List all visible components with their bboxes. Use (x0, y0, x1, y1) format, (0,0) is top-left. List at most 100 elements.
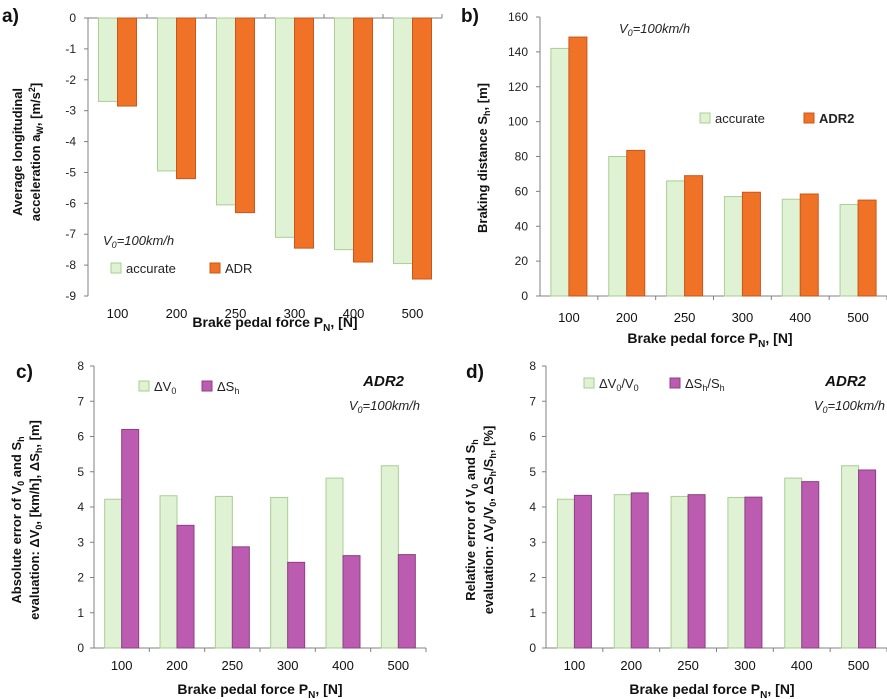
panel-c-title: ADR2 (362, 373, 404, 390)
y-tick-label: 7 (77, 394, 84, 408)
legend-label-adr2: ADR2 (819, 111, 854, 126)
x-tick-label: 400 (332, 658, 354, 673)
bar-series1-300 (727, 496, 746, 649)
panel-d-x-axis-label: Brake pedal force PN, [N] (629, 681, 794, 699)
panel-b-x-ticks: 100 200 250 300 400 500 (558, 296, 887, 325)
y-tick-label: 3 (529, 535, 536, 549)
bar-series1-500 (393, 17, 413, 265)
bar-series2-100 (117, 17, 137, 107)
panel-b-y-ticks: 0 20 40 60 80 100 120 140 160 (508, 10, 540, 303)
panel-b-y-axis-label: Braking distance Sh, [m] (475, 83, 492, 233)
x-tick-label: 200 (620, 658, 642, 673)
y-tick-label: 0 (529, 641, 536, 655)
y-tick-label: 4 (529, 500, 536, 514)
legend-label-adr: ADR (225, 261, 252, 276)
y-tick-label: 140 (508, 45, 528, 59)
bar-series1-400 (784, 477, 803, 649)
panel-c-condition-note: V0=100km/h (349, 398, 420, 415)
panel-a-x-ticks: 100 200 250 300 400 500 (107, 14, 443, 321)
panel-d-y-axis-label-line2: evaluation: ΔV0/V0, ΔSh/Sh, [%] (481, 426, 498, 615)
legend-label-accurate: accurate (715, 111, 765, 126)
panel-c-x-axis-label: Brake pedal force PN, [N] (177, 681, 342, 699)
bar-series2-400 (342, 555, 361, 649)
x-tick-label: 400 (789, 310, 811, 325)
bar-series1-100 (104, 498, 123, 649)
y-tick-label: -3 (65, 104, 76, 118)
panel-a: a) 0 -1 -2 -3 -4 -5 -6 -7 -8 -9 100 200 250 300 400 50… (2, 6, 443, 334)
legend-swatch-dv0 (138, 380, 150, 392)
panel-letter-a: a) (2, 6, 19, 27)
y-tick-label: 8 (77, 359, 84, 373)
bar-series2-250 (231, 546, 250, 649)
panel-a-legend: accurate ADR (110, 261, 252, 276)
bar-series2-200 (176, 17, 196, 180)
bar-series1-500 (841, 465, 860, 649)
bar-series2-100 (568, 36, 588, 297)
y-tick-label: 6 (77, 430, 84, 444)
legend-label-accurate: accurate (126, 261, 176, 276)
panel-letter-c: c) (16, 362, 33, 383)
bar-series1-250 (214, 495, 233, 649)
legend-swatch-accurate (110, 262, 122, 274)
panel-b-legend: accurate ADR2 (699, 111, 854, 126)
bar-series1-500 (839, 203, 859, 297)
bar-series1-100 (556, 498, 575, 649)
panel-d-x-ticks: 100 200 250 300 400 500 (564, 648, 887, 673)
y-tick-label: 2 (77, 571, 84, 585)
y-tick-label: 160 (508, 10, 528, 24)
y-tick-label: 1 (529, 606, 536, 620)
bar-series2-300 (294, 17, 314, 249)
x-tick-label: 500 (402, 306, 424, 321)
y-tick-label: 5 (529, 465, 536, 479)
panel-a-y-axis-label-line2: acceleration aW, [m/s2] (27, 83, 45, 222)
legend-swatch-dv0-v0 (583, 377, 595, 389)
bar-series2-100 (573, 494, 592, 649)
bar-series1-200 (159, 495, 178, 649)
x-tick-label: 100 (564, 658, 586, 673)
bar-series2-200 (630, 492, 649, 649)
bar-series2-300 (744, 496, 763, 649)
x-tick-label: 400 (791, 658, 813, 673)
panel-c-legend: ΔV0 ΔSh (138, 379, 239, 396)
panel-c-x-ticks: 100 200 250 300 400 500 (111, 648, 427, 673)
bar-series2-400 (799, 193, 819, 297)
panel-a-condition-note: V0=100km/h (103, 233, 174, 250)
bar-series1-250 (666, 180, 686, 297)
panel-c-y-axis-label-line2: evaluation: ΔV0, [km/h], ΔSh, [m] (27, 420, 44, 620)
legend-swatch-dsh-sh (669, 377, 681, 389)
panel-d: d) 0 1 2 3 4 5 6 7 8 100 200 250 300 400 500 Brake pe… (463, 359, 887, 699)
x-tick-label: 250 (677, 658, 699, 673)
legend-swatch-dsh (201, 380, 213, 392)
legend-swatch-adr2 (803, 112, 815, 124)
bar-series1-200 (613, 494, 632, 649)
bar-series1-100 (98, 17, 118, 102)
y-tick-label: 4 (77, 500, 84, 514)
x-tick-label: 500 (387, 658, 409, 673)
x-tick-label: 250 (225, 306, 247, 321)
y-tick-label: 20 (515, 254, 529, 268)
y-tick-label: -1 (65, 42, 76, 56)
panel-a-y-ticks: 0 -1 -2 -3 -4 -5 -6 -7 -8 -9 (65, 11, 88, 303)
legend-label-dv0-v0: ΔV0/V0 (599, 376, 639, 393)
bar-series1-250 (216, 17, 236, 206)
x-tick-label: 300 (277, 658, 299, 673)
legend-swatch-adr (209, 262, 221, 274)
y-tick-label: 120 (508, 80, 528, 94)
x-tick-label: 500 (848, 658, 870, 673)
y-tick-label: 0 (77, 641, 84, 655)
y-tick-label: 0 (521, 289, 528, 303)
x-tick-label: 200 (166, 658, 188, 673)
panel-d-title: ADR2 (824, 373, 866, 390)
y-tick-label: -6 (65, 196, 76, 210)
panel-b-x-axis-label: Brake pedal force PN, [N] (627, 330, 792, 350)
y-tick-label: -9 (65, 289, 76, 303)
bar-series1-300 (275, 17, 295, 238)
x-tick-label: 250 (674, 310, 696, 325)
panel-c-y-axis-label-line1: Absolute error of V0 and Sh (9, 436, 26, 603)
x-tick-label: 300 (734, 658, 756, 673)
bar-series2-200 (626, 149, 646, 297)
bar-series1-200 (608, 156, 628, 297)
y-tick-label: 1 (77, 606, 84, 620)
y-tick-label: -2 (65, 73, 76, 87)
x-tick-label: 300 (284, 306, 306, 321)
